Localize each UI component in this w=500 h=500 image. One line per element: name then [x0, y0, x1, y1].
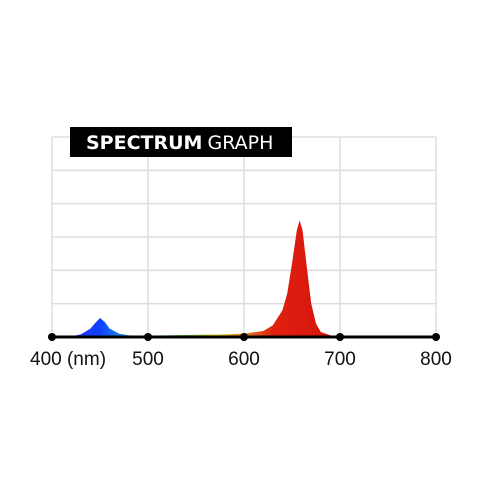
tick-dot — [48, 333, 56, 341]
x-tick-label: 700 — [324, 349, 356, 370]
tick-dot — [336, 333, 344, 341]
x-tick-label: 600 — [228, 349, 260, 370]
x-tick-label: 400 (nm) — [30, 349, 106, 370]
title-box — [70, 127, 292, 157]
title-light: GRAPH — [207, 132, 273, 154]
chart-title: SPECTRUM GRAPH — [86, 132, 273, 154]
title-bold: SPECTRUM — [86, 132, 202, 154]
tick-dot — [432, 333, 440, 341]
tick-dot — [240, 333, 248, 341]
tick-dot — [144, 333, 152, 341]
x-tick-label: 500 — [132, 349, 164, 370]
x-tick-label: 800 — [420, 349, 452, 370]
